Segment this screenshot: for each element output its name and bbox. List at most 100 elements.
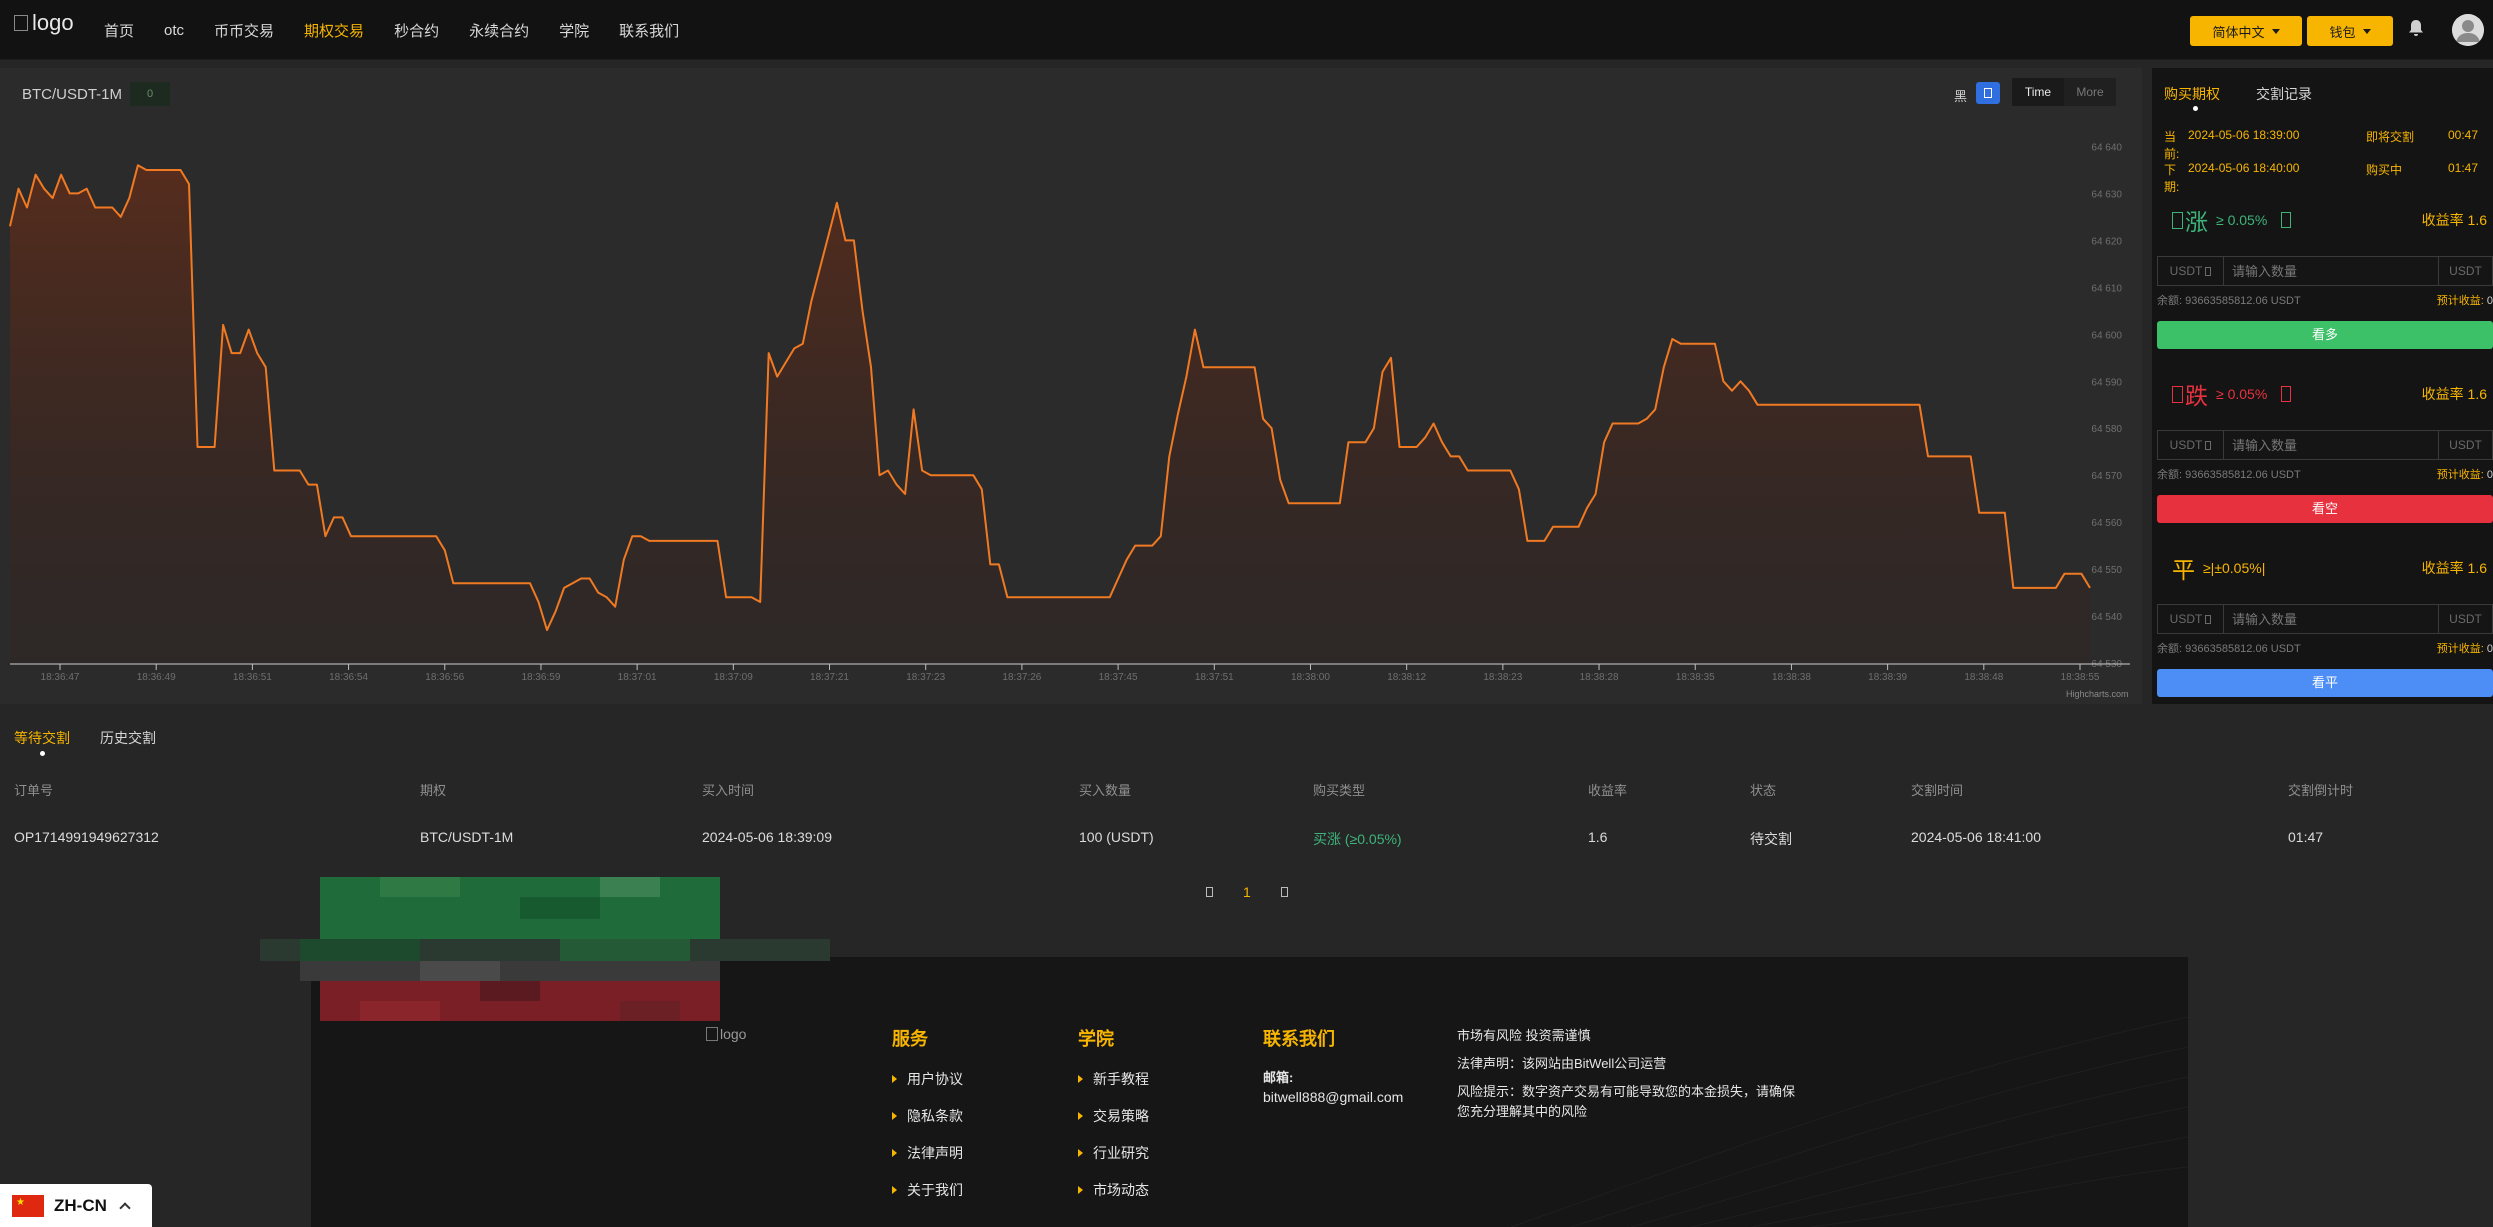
x-tick-label: 18:38:38	[1772, 672, 1811, 683]
order-type: 买涨 (≥0.05%)	[1313, 831, 1402, 847]
wallet-dropdown[interactable]: 钱包	[2307, 16, 2393, 46]
footer-link-user-agreement[interactable]: 用户协议	[892, 1069, 963, 1089]
chart-credit[interactable]: Highcharts.com	[2066, 689, 2129, 699]
mosaic-block	[600, 877, 660, 897]
up-condition: ≥ 0.05%	[2216, 212, 2268, 228]
currency-select[interactable]: USDT	[2158, 257, 2224, 285]
footer-link-privacy[interactable]: 隐私条款	[892, 1106, 963, 1126]
page-number[interactable]: 1	[1243, 884, 1251, 900]
nav-item-academy[interactable]: 学院	[559, 22, 590, 40]
current-period-row: 当前: 2024-05-06 18:39:00 即将交割 00:47	[2164, 128, 2478, 162]
footer-link-legal[interactable]: 法律声明	[892, 1143, 963, 1163]
y-tick-label: 64 590	[2091, 377, 2122, 388]
price-series-line	[9, 164, 2091, 632]
risk-slogan: 市场有风险 投资需谨慎	[1457, 1028, 1591, 1043]
nav-item-home[interactable]: 首页	[104, 22, 135, 40]
flat-amount-field: USDT USDT	[2157, 604, 2493, 634]
footer-notice: 市场有风险 投资需谨慎 法律声明：该网站由BitWell公司运营 风险提示：数字…	[1457, 1026, 1797, 1130]
down-amount-input[interactable]	[2224, 431, 2438, 459]
language-switcher[interactable]: ★ ZH-CN	[0, 1184, 152, 1227]
x-tick-label: 18:37:51	[1195, 672, 1234, 683]
tab-buy-option[interactable]: 购买期权	[2164, 86, 2220, 102]
buy-long-button[interactable]: 看多	[2157, 321, 2493, 349]
up-amount-input[interactable]	[2224, 257, 2438, 285]
tab-delivery-records[interactable]: 交割记录	[2256, 86, 2312, 102]
email-link[interactable]: bitwell888@gmail.com	[1263, 1089, 1404, 1105]
footer-link-beginner[interactable]: 新手教程	[1078, 1069, 1149, 1089]
x-tick-label: 18:37:26	[1002, 672, 1041, 683]
caret-icon	[2205, 614, 2212, 624]
current-status: 即将交割	[2366, 130, 2415, 144]
flat-amount-input[interactable]	[2224, 605, 2438, 633]
user-avatar-icon[interactable]	[2452, 14, 2484, 46]
caret-icon	[2205, 266, 2212, 276]
buy-flat-button[interactable]: 看平	[2157, 669, 2493, 697]
col-status: 状态	[1750, 783, 1777, 798]
table-row: OP1714991949627312 BTC/USDT-1M 2024-05-0…	[0, 829, 2493, 849]
services-title: 服务	[892, 1029, 928, 1049]
unit-label: USDT	[2438, 431, 2492, 459]
pair-badge: 0	[130, 82, 171, 106]
footer-link-about[interactable]: 关于我们	[892, 1180, 963, 1200]
next-page-icon[interactable]	[1280, 887, 1288, 897]
next-period-row: 下期: 2024-05-06 18:40:00 购买中 01:47	[2164, 161, 2478, 195]
nav-item-second-contract[interactable]: 秒合约	[394, 22, 440, 40]
up-balance-row: 余额: 93663585812.06 USDT 预计收益: 0	[2157, 292, 2493, 308]
est-label: 预计收益:	[2436, 469, 2484, 481]
footer-background-pattern	[1510, 1016, 2188, 1227]
flat-condition: ≥|±0.05%|	[2203, 560, 2266, 576]
order-amount: 100 (USDT)	[1079, 829, 1154, 845]
tab-pending-delivery[interactable]: 等待交割	[14, 730, 70, 746]
y-tick-label: 64 570	[2091, 471, 2122, 482]
time-button[interactable]: Time	[2012, 78, 2064, 106]
down-symbol: 跌	[2172, 377, 2208, 411]
nav-item-contact[interactable]: 联系我们	[619, 22, 680, 40]
order-delivery-time: 2024-05-06 18:41:00	[1911, 829, 2041, 845]
nav-item-otc[interactable]: otc	[164, 21, 185, 39]
theme-toggle[interactable]	[1976, 82, 2000, 104]
col-countdown: 交割倒计时	[2288, 783, 2354, 798]
down-condition: ≥ 0.05%	[2216, 386, 2268, 402]
mosaic-block	[300, 961, 720, 981]
trade-tabs: 购买期权 交割记录	[2164, 84, 2312, 104]
footer-link-strategy[interactable]: 交易策略	[1078, 1106, 1149, 1126]
orders-table-header: 订单号 期权 买入时间 买入数量 购买类型 收益率 状态 交割时间 交割倒计时	[0, 780, 2493, 800]
broken-image-icon	[14, 15, 28, 31]
site-logo[interactable]: logo	[14, 10, 74, 36]
order-id: OP1714991949627312	[14, 829, 159, 845]
more-button[interactable]: More	[2064, 78, 2116, 106]
bell-icon[interactable]	[2408, 19, 2424, 40]
option-trade-panel: 购买期权 交割记录 当前: 2024-05-06 18:39:00 即将交割 0…	[2152, 68, 2493, 704]
academy-title: 学院	[1078, 1029, 1114, 1049]
order-tabs: 等待交割 历史交割	[14, 728, 156, 748]
est-value: 0	[2486, 643, 2493, 655]
balance-text: 余额: 93663585812.06 USDT	[2157, 466, 2301, 482]
risk-warning: 风险提示：数字资产交易有可能导致您的本金损失，请确保您充分理解其中的风险	[1457, 1084, 1796, 1119]
prev-page-icon[interactable]	[1206, 887, 1213, 897]
next-status: 购买中	[2366, 163, 2403, 177]
footer-link-market[interactable]: 市场动态	[1078, 1180, 1149, 1200]
down-amount-field: USDT USDT	[2157, 430, 2493, 460]
email-label: 邮箱:	[1263, 1070, 1294, 1085]
checkbox-icon	[1984, 88, 1992, 98]
option-down-row: 跌 ≥ 0.05% 收益率 1.6	[2172, 379, 2487, 409]
nav-item-options[interactable]: 期权交易	[304, 22, 365, 40]
down-label: 跌	[2185, 383, 2208, 409]
footer-logo[interactable]: logo	[706, 1026, 746, 1042]
language-dropdown[interactable]: 简体中文	[2190, 16, 2302, 46]
footer-link-research[interactable]: 行业研究	[1078, 1143, 1149, 1163]
current-datetime: 2024-05-06 18:39:00	[2188, 128, 2300, 142]
tab-history-delivery[interactable]: 历史交割	[100, 730, 156, 746]
caret-down-icon	[2362, 28, 2371, 34]
mosaic-block	[420, 961, 500, 981]
info-icon	[2281, 212, 2292, 228]
up-label: 涨	[2185, 209, 2208, 235]
x-tick-label: 18:36:49	[137, 672, 176, 683]
nav-item-perpetual[interactable]: 永续合约	[469, 22, 530, 40]
currency-select[interactable]: USDT	[2158, 605, 2224, 633]
buy-short-button[interactable]: 看空	[2157, 495, 2493, 523]
mosaic-block	[620, 1001, 680, 1021]
x-tick-label: 18:38:00	[1291, 672, 1330, 683]
nav-item-spot[interactable]: 币币交易	[214, 22, 275, 40]
currency-select[interactable]: USDT	[2158, 431, 2224, 459]
